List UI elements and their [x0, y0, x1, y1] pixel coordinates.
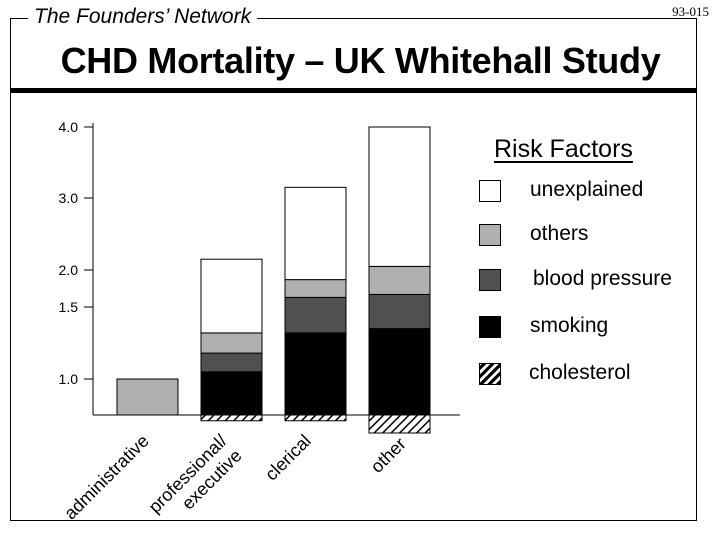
x-category-label: other	[367, 434, 410, 477]
legend-label-unexplained: unexplained	[530, 178, 644, 201]
legend-label-others: others	[530, 222, 589, 245]
bar-segment-others	[200, 332, 263, 354]
x-category-label: clerical	[261, 431, 315, 485]
slide-frame	[10, 18, 697, 521]
bar-segment-unexplained	[200, 258, 263, 334]
legend-label-blood-pressure: blood pressure	[533, 267, 672, 290]
bar-segment-smoking	[284, 332, 347, 416]
legend-swatch-blood-pressure	[479, 269, 501, 291]
bar-segment-smoking	[368, 328, 431, 416]
legend-swatch-smoking	[479, 316, 501, 338]
x-category-label: professional/executive	[145, 431, 246, 532]
legend-swatch-unexplained	[479, 180, 501, 202]
legend-swatch-others	[479, 224, 501, 246]
bar-segment-cholesterol	[200, 414, 263, 422]
legend-label-smoking: smoking	[530, 314, 609, 337]
bar-administrative	[116, 378, 179, 416]
bar-segment-blood-pressure	[284, 296, 347, 334]
bar-segment-unexplained	[284, 186, 347, 281]
legend-title: Risk Factors	[494, 135, 633, 163]
y-tick-label: 4.0	[59, 119, 79, 135]
y-tick-label: 2.0	[59, 262, 79, 278]
bar-segment-cholesterol	[284, 414, 347, 422]
x-category-label: administrative	[60, 431, 153, 524]
legend-swatch-cholesterol	[479, 363, 501, 385]
bar-segment-others	[368, 265, 431, 295]
bar-segment-blood-pressure	[200, 352, 263, 373]
bar-segment-others	[284, 279, 347, 298]
slide-code: 93-015	[672, 4, 709, 19]
chart-title: CHD Mortality – UK Whitehall Study	[60, 40, 661, 81]
title-rule	[10, 88, 697, 93]
bar-segment-cholesterol	[368, 414, 431, 434]
x-category-label-line: clerical	[261, 431, 315, 485]
x-category-label-line: other	[367, 434, 410, 477]
x-category-label-line: administrative	[60, 431, 153, 524]
y-tick-label: 3.0	[59, 190, 79, 206]
bar-segment-unexplained	[368, 126, 431, 267]
network-label: The Founders’ Network	[28, 5, 258, 29]
bar-segment-blood-pressure	[368, 293, 431, 330]
legend-label-cholesterol: cholesterol	[529, 361, 631, 384]
y-tick-label: 1.0	[59, 371, 79, 387]
bar-segment-smoking	[200, 371, 263, 416]
y-tick-label: 1.5	[59, 299, 79, 315]
